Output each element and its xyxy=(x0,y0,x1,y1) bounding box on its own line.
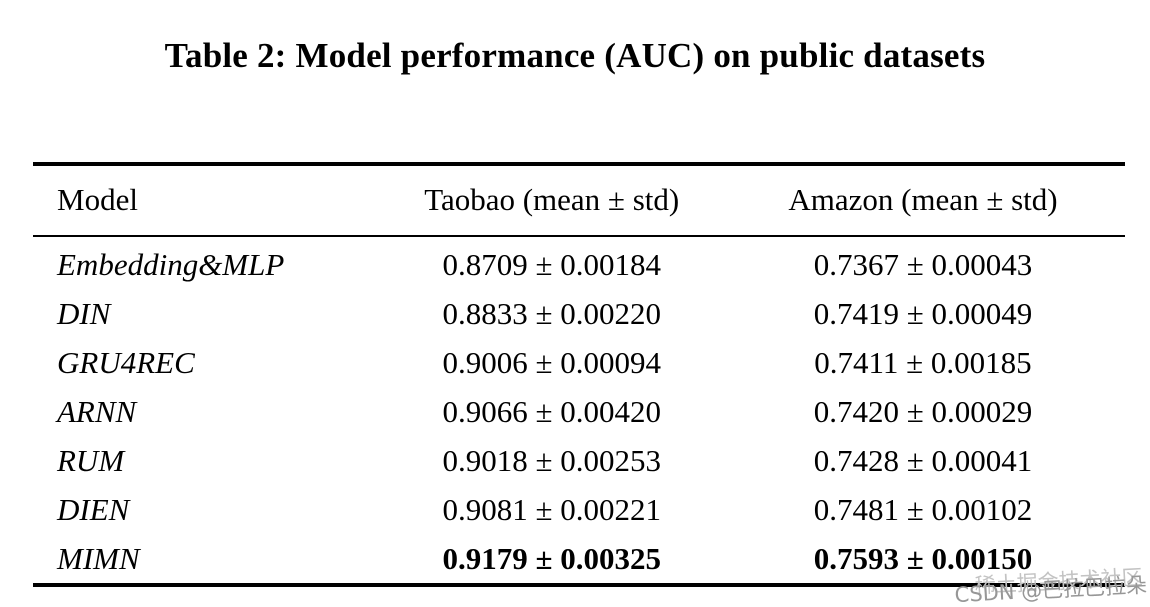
model-name: GRU4REC xyxy=(57,345,195,380)
taobao-value: 0.8833 ± 0.00220 xyxy=(442,296,661,331)
taobao-value: 0.9066 ± 0.00420 xyxy=(442,394,661,429)
taobao-value: 0.9006 ± 0.00094 xyxy=(442,345,661,380)
column-header-amazon: Amazon (mean ± std) xyxy=(720,164,1125,237)
table-caption: Table 2: Model performance (AUC) on publ… xyxy=(164,36,986,75)
taobao-value: 0.9081 ± 0.00221 xyxy=(442,492,661,527)
model-name: MIMN xyxy=(57,541,140,576)
amazon-value: 0.7367 ± 0.00043 xyxy=(813,247,1033,282)
column-header-model: Model xyxy=(33,164,383,237)
taobao-value: 0.9179 ± 0.00325 xyxy=(442,541,661,576)
amazon-value: 0.7420 ± 0.00029 xyxy=(813,394,1033,429)
amazon-value: 0.7593 ± 0.00150 xyxy=(813,541,1033,576)
table-row-gru4rec: GRU4REC 0.9006 ± 0.00094 0.7411 ± 0.0018… xyxy=(33,338,1125,387)
table-row-arnn: ARNN 0.9066 ± 0.00420 0.7420 ± 0.00029 xyxy=(33,387,1125,436)
taobao-value: 0.8709 ± 0.00184 xyxy=(442,247,661,282)
amazon-value: 0.7481 ± 0.00102 xyxy=(813,492,1033,527)
amazon-value: 0.7419 ± 0.00049 xyxy=(813,296,1033,331)
model-name: ARNN xyxy=(57,394,137,429)
taobao-value: 0.9018 ± 0.00253 xyxy=(442,443,661,478)
amazon-value: 0.7411 ± 0.00185 xyxy=(814,345,1032,380)
performance-table: Model Taobao (mean ± std) Amazon (mean ±… xyxy=(33,162,1125,587)
table-row-rum: RUM 0.9018 ± 0.00253 0.7428 ± 0.00041 xyxy=(33,436,1125,485)
table-row-mimn: MIMN 0.9179 ± 0.00325 0.7593 ± 0.00150 xyxy=(33,534,1125,585)
model-name: RUM xyxy=(57,443,125,478)
model-name: DIN xyxy=(57,296,111,331)
table-row-embedding-mlp: Embedding&MLP 0.8709 ± 0.00184 0.7367 ± … xyxy=(33,236,1125,289)
model-name: DIEN xyxy=(57,492,130,527)
table-row-din: DIN 0.8833 ± 0.00220 0.7419 ± 0.00049 xyxy=(33,289,1125,338)
column-header-taobao: Taobao (mean ± std) xyxy=(382,164,721,237)
header-row: Model Taobao (mean ± std) Amazon (mean ±… xyxy=(33,164,1125,237)
model-name: Embedding&MLP xyxy=(57,247,285,282)
amazon-value: 0.7428 ± 0.00041 xyxy=(813,443,1033,478)
table-row-dien: DIEN 0.9081 ± 0.00221 0.7481 ± 0.00102 xyxy=(33,485,1125,534)
